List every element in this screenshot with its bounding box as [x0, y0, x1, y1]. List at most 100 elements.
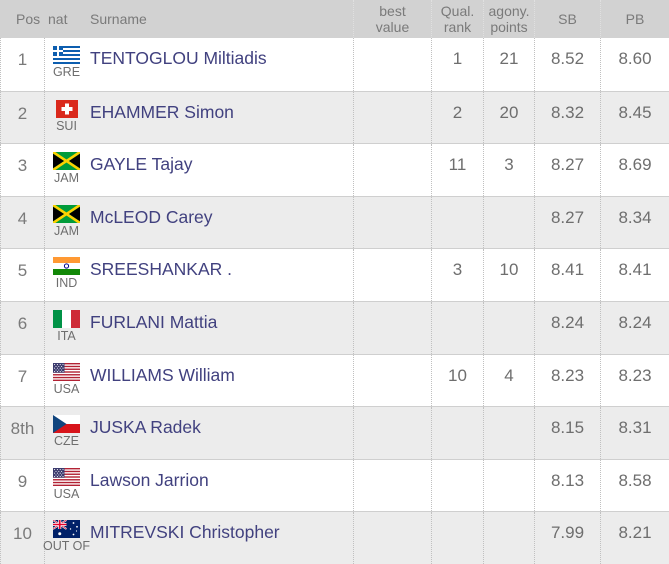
personal-best-cell: 8.34 [600, 196, 669, 249]
season-best-cell: 8.15 [534, 407, 600, 459]
nationality-block: USA [53, 468, 80, 501]
nationality-block: IND [53, 257, 80, 290]
header-sb: SB [534, 0, 600, 38]
season-best-cell: 8.27 [534, 196, 600, 249]
personal-best-cell: 8.31 [600, 407, 669, 459]
country-code-label: CZE [54, 434, 79, 449]
season-best-cell: 8.13 [534, 459, 600, 512]
position-cell: 3 [0, 144, 44, 196]
season-best-cell: 7.99 [534, 512, 600, 564]
header-qual-rank-label: Qual. rank [440, 3, 475, 35]
qual-rank-cell [431, 407, 483, 459]
nationality-block: CZE [53, 415, 80, 448]
country-flag-icon [53, 257, 80, 275]
qual-rank-cell: 1 [431, 38, 483, 91]
nationality-block: OUT OF [43, 520, 90, 553]
nationality-cell: SUI [44, 91, 88, 144]
season-best-cell: 8.52 [534, 38, 600, 91]
athlete-name-link[interactable]: FURLANI Mattia [90, 311, 218, 332]
athlete-name-link[interactable]: JUSKA Radek [90, 417, 201, 438]
table-row[interactable]: 3 JAM GAYLE Tajay 11 3 8.27 8.69 [0, 143, 669, 196]
qual-rank-cell: 2 [431, 91, 483, 144]
athlete-name-link[interactable]: TENTOGLOU Miltiadis [90, 48, 267, 68]
position-cell: 5 [0, 249, 44, 301]
nationality-cell: ITA [44, 301, 88, 354]
country-code-label: JAM [54, 223, 79, 238]
table-header: Pos nat Surname best value Qual. rank ag… [0, 0, 669, 38]
season-best-cell: 8.24 [534, 301, 600, 354]
nationality-block: ITA [53, 310, 80, 343]
personal-best-cell: 8.45 [600, 91, 669, 144]
personal-best-cell: 8.24 [600, 301, 669, 354]
athlete-name-link[interactable]: EHAMMER Simon [90, 101, 234, 122]
best-value-cell [353, 301, 431, 354]
position-cell: 9 [0, 459, 44, 512]
qual-rank-cell [431, 459, 483, 512]
qual-rank-cell [431, 301, 483, 354]
personal-best-cell: 8.21 [600, 512, 669, 564]
nationality-block: GRE [53, 46, 80, 79]
qual-rank-cell: 11 [431, 144, 483, 196]
country-code-label: SUI [56, 118, 77, 133]
position-cell: 4 [0, 196, 44, 249]
country-code-label: GRE [52, 65, 81, 79]
personal-best-cell: 8.23 [600, 354, 669, 407]
personal-best-cell: 8.58 [600, 459, 669, 512]
country-flag-icon [53, 468, 80, 486]
agony-points-cell: 10 [483, 249, 534, 301]
athlete-name-link[interactable]: McLEOD Carey [90, 206, 213, 227]
header-agony-points: agony. points [483, 0, 534, 38]
header-best-value: best value [353, 0, 431, 38]
table-row[interactable]: 5 IND SREESHANKAR . 3 10 8.41 8.41 [0, 248, 669, 301]
table-row[interactable]: 9 USA Lawson Jarrion 8.13 8.58 [0, 458, 669, 512]
best-value-cell [353, 91, 431, 144]
qual-rank-cell: 10 [431, 354, 483, 407]
agony-points-cell: 20 [483, 91, 534, 144]
header-qual-rank: Qual. rank [431, 0, 483, 38]
best-value-cell [353, 38, 431, 91]
country-flag-icon [56, 100, 78, 118]
header-agony-points-label: agony. points [488, 3, 530, 35]
best-value-cell [353, 512, 431, 564]
athlete-name-link[interactable]: WILLIAMS William [90, 364, 235, 385]
athlete-name-link[interactable]: Lawson Jarrion [90, 469, 209, 490]
country-code-label: USA [53, 486, 80, 501]
best-value-cell [353, 354, 431, 407]
country-code-label: JAM [54, 171, 79, 186]
nationality-block: JAM [53, 205, 80, 238]
position-cell: 6 [0, 301, 44, 354]
qual-rank-cell [431, 512, 483, 564]
agony-points-cell [483, 301, 534, 354]
qual-rank-cell [431, 196, 483, 249]
athlete-name-link[interactable]: SREESHANKAR . [90, 259, 232, 280]
country-code-label: ITA [57, 328, 76, 343]
header-best-value-label: best value [375, 3, 410, 35]
nationality-cell: JAM [44, 144, 88, 196]
agony-points-cell: 4 [483, 354, 534, 407]
table-row[interactable]: 8th CZE JUSKA Radek 8.15 8.31 [0, 406, 669, 459]
country-flag-icon [53, 310, 80, 328]
table-row[interactable]: 10 OUT OF MITREVSKI Christopher 7.99 8.2… [0, 511, 669, 564]
table-row[interactable]: 2 SUI EHAMMER Simon 2 20 8.32 8.45 [0, 90, 669, 144]
country-flag-icon [53, 415, 80, 433]
country-flag-icon [53, 46, 80, 64]
nationality-cell: USA [44, 354, 88, 407]
athlete-name-link[interactable]: GAYLE Tajay [90, 154, 193, 175]
table-row[interactable]: 7 USA WILLIAMS William 10 4 8.23 8.23 [0, 353, 669, 407]
best-value-cell [353, 144, 431, 196]
season-best-cell: 8.23 [534, 354, 600, 407]
nationality-cell: JAM [44, 196, 88, 249]
position-cell: 2 [0, 91, 44, 144]
personal-best-cell: 8.41 [600, 249, 669, 301]
table-row[interactable]: 1 GRE TENTOGLOU Miltiadis 1 21 8.52 8.60 [0, 38, 669, 91]
season-best-cell: 8.41 [534, 249, 600, 301]
best-value-cell [353, 407, 431, 459]
header-surname: Surname [90, 11, 147, 27]
nationality-cell: USA [44, 459, 88, 512]
table-row[interactable]: 4 JAM McLEOD Carey 8.27 8.34 [0, 195, 669, 249]
header-nat: nat [48, 11, 68, 27]
athlete-name-link[interactable]: MITREVSKI Christopher [90, 522, 280, 543]
table-row[interactable]: 6 ITA FURLANI Mattia 8.24 8.24 [0, 300, 669, 354]
nationality-cell: CZE [44, 407, 88, 459]
country-flag-icon [53, 205, 80, 223]
